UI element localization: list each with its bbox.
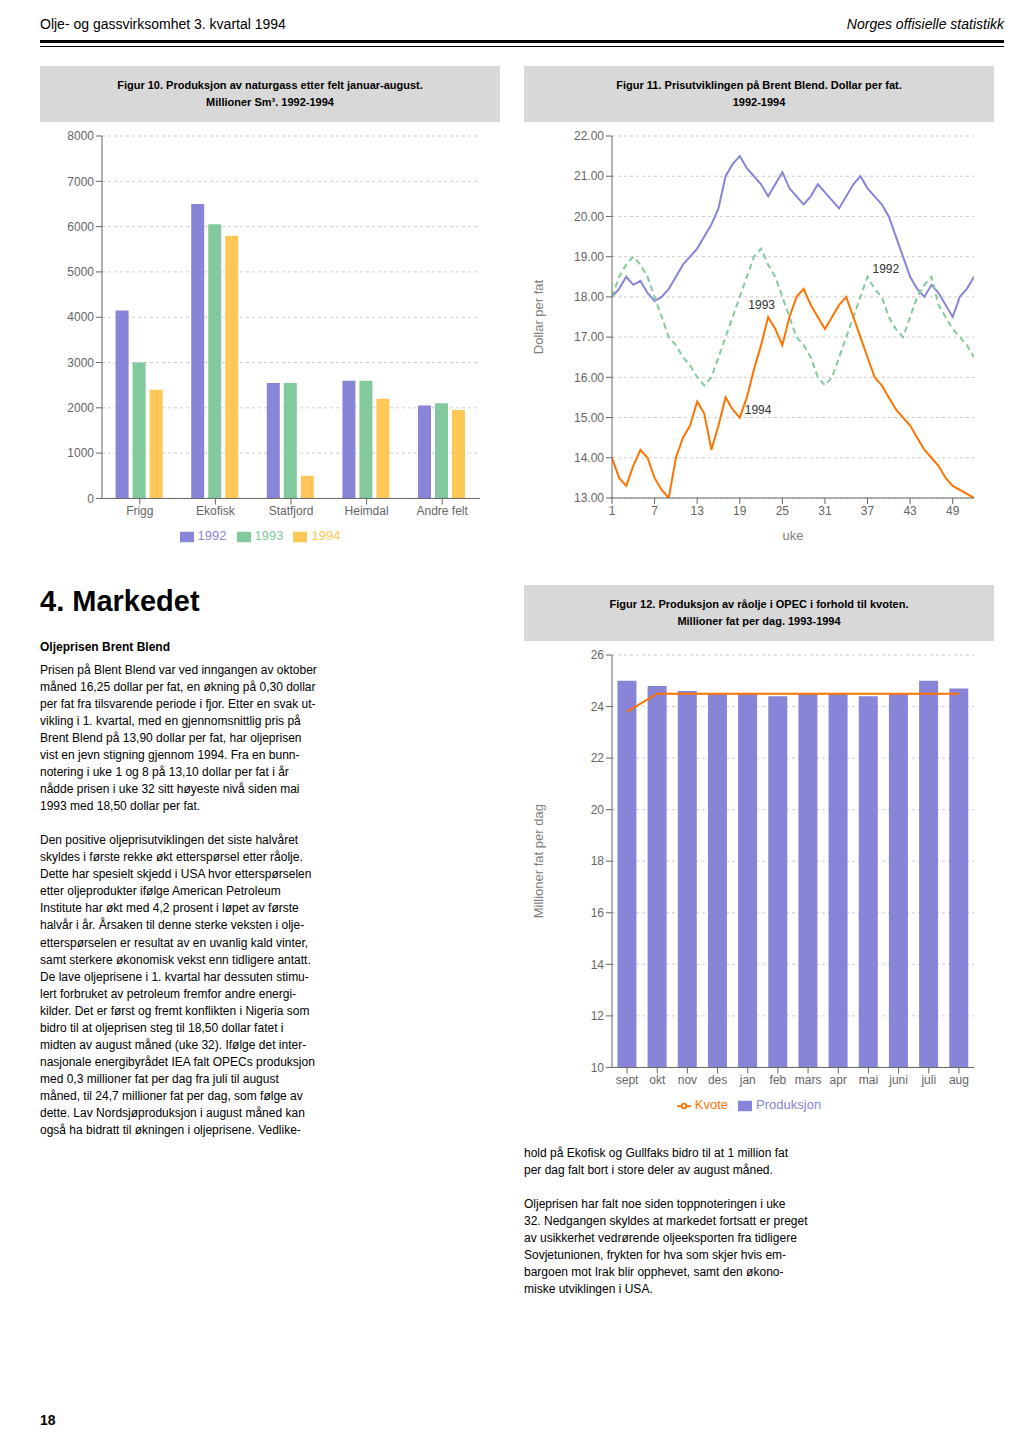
html-text:18: 18 [40,1412,56,1428]
html-text:Olje- og gassvirksomhet 3. kva: Olje- og gassvirksomhet 3. kvartal 1994 [40,16,286,32]
html-text:Millioner Sm³. 1992-1994: Millioner Sm³. 1992-1994 [206,96,334,108]
svg-text:18.00: 18.00 [574,290,604,304]
svg-text:15.00: 15.00 [574,411,604,425]
html-text:Figur 11. Prisutviklingen på B: Figur 11. Prisutviklingen på Brent Blend… [616,79,902,91]
svg-text:4000: 4000 [67,310,94,324]
svg-text:juli: juli [920,1073,936,1087]
svg-text:okt: okt [649,1073,666,1087]
svg-text:8000: 8000 [67,129,94,143]
svg-text:31: 31 [818,504,832,518]
svg-text:16.00: 16.00 [574,371,604,385]
svg-text:22.00: 22.00 [574,129,604,143]
html-text:Prisen på Blent Blend var ved: Prisen på Blent Blend var ved inngangen … [40,663,317,1137]
html-text:1994: 1994 [311,528,341,544]
svg-text:26: 26 [591,648,605,662]
html-text:Figur 12. Produksjon av råolje: Figur 12. Produksjon av råolje i OPEC i … [609,598,909,610]
svg-text:19: 19 [733,504,747,518]
svg-text:13.00: 13.00 [574,491,604,505]
html-text:Norges offisielle statistikk: Norges offisielle statistikk [846,16,1004,32]
svg-text:Statfjord: Statfjord [269,504,314,518]
svg-text:apr: apr [830,1073,847,1087]
svg-text:22: 22 [591,751,605,765]
html-text:4. Markedet: 4. Markedet [40,585,200,617]
html-text:1993: 1993 [254,528,284,544]
svg-text:16: 16 [591,906,605,920]
svg-text:uke: uke [783,528,804,543]
svg-text:Dollar per fat: Dollar per fat [531,279,546,354]
svg-text:24: 24 [591,700,605,714]
svg-text:juni: juni [888,1073,908,1087]
svg-text:17.00: 17.00 [574,330,604,344]
html-text:Figur 10. Produksjon av naturg: Figur 10. Produksjon av naturgass etter … [117,79,423,91]
svg-text:1: 1 [609,504,616,518]
svg-text:mai: mai [859,1073,878,1087]
svg-text:7000: 7000 [67,175,94,189]
svg-text:feb: feb [770,1073,787,1087]
svg-text:37: 37 [861,504,875,518]
html-text:Produksjon: Produksjon [756,1097,822,1113]
html-text:Millioner fat per dag. 1993-19: Millioner fat per dag. 1993-1994 [677,615,841,627]
svg-text:0: 0 [87,492,94,506]
svg-text:nov: nov [678,1073,697,1087]
svg-text:20: 20 [591,803,605,817]
svg-text:14: 14 [591,958,605,972]
svg-text:14.00: 14.00 [574,451,604,465]
svg-text:Millioner fat per dag: Millioner fat per dag [531,804,546,918]
svg-text:Frigg: Frigg [126,504,153,518]
svg-text:sept: sept [616,1073,639,1087]
html-text:Kvote: Kvote [694,1097,729,1113]
svg-text:5000: 5000 [67,265,94,279]
svg-text:1993: 1993 [748,298,775,312]
svg-text:3000: 3000 [67,356,94,370]
svg-text:aug: aug [949,1073,969,1087]
svg-text:18: 18 [591,854,605,868]
svg-text:20.00: 20.00 [574,210,604,224]
svg-text:12: 12 [591,1009,605,1023]
svg-text:43: 43 [903,504,917,518]
svg-text:1992: 1992 [873,262,900,276]
svg-text:1994: 1994 [745,403,772,417]
svg-text:19.00: 19.00 [574,250,604,264]
svg-text:Ekofisk: Ekofisk [196,504,236,518]
svg-text:49: 49 [946,504,960,518]
svg-text:6000: 6000 [67,220,94,234]
svg-text:21.00: 21.00 [574,169,604,183]
svg-text:des: des [708,1073,727,1087]
svg-text:2000: 2000 [67,401,94,415]
html-text:hold på Ekofisk og Gullfaks bi: hold på Ekofisk og Gullfaks bidro til at… [524,1146,808,1297]
html-text:Oljeprisen Brent Blend: Oljeprisen Brent Blend [40,640,170,654]
html-text:1992: 1992 [197,528,227,544]
svg-text:13: 13 [690,504,704,518]
svg-text:25: 25 [776,504,790,518]
svg-text:10: 10 [591,1061,605,1075]
svg-text:7: 7 [651,504,658,518]
html-text:1992-1994: 1992-1994 [732,96,786,108]
svg-text:Heimdal: Heimdal [345,504,389,518]
svg-text:1000: 1000 [67,446,94,460]
svg-text:jan: jan [739,1073,756,1087]
svg-text:mars: mars [795,1073,822,1087]
svg-text:Andre felt: Andre felt [417,504,469,518]
